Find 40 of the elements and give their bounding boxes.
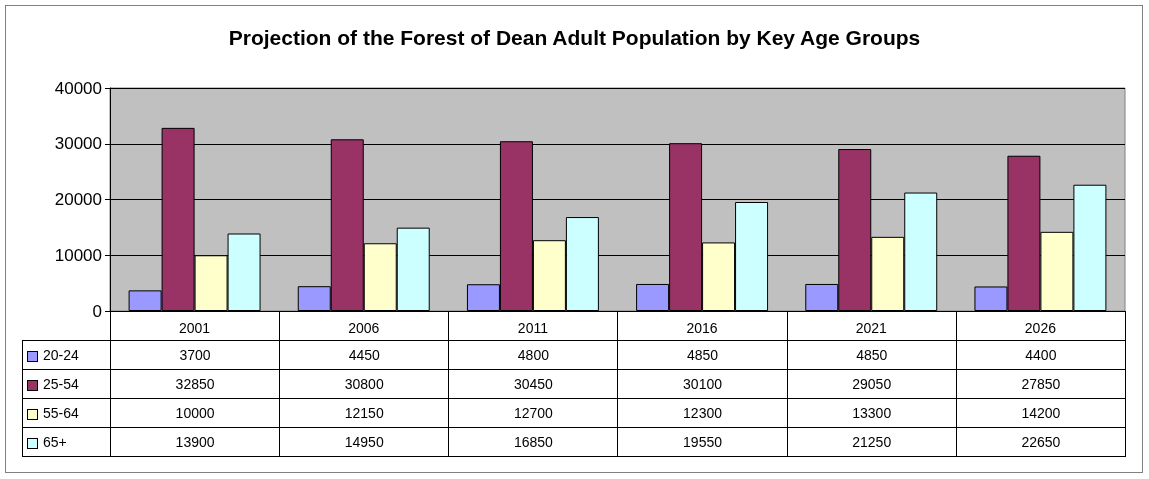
y-tick-label: 30000 — [54, 134, 102, 154]
x-tick-label: 2016 — [686, 320, 718, 336]
data-label: 14950 — [279, 427, 449, 457]
data-label: 4400 — [956, 340, 1126, 370]
data-label: 12150 — [279, 398, 449, 428]
data-label: 13300 — [787, 398, 957, 428]
data-label: 4450 — [279, 340, 449, 370]
data-label: 32850 — [110, 369, 280, 399]
x-tick-label: 2026 — [1024, 320, 1057, 336]
data-label: 30800 — [279, 369, 449, 399]
legend-label: 55-64 — [22, 398, 111, 428]
x-tick-label: 2021 — [855, 320, 888, 336]
data-label: 3700 — [110, 340, 280, 370]
data-label: 27850 — [956, 369, 1126, 399]
data-label: 30450 — [448, 369, 618, 399]
data-label: 21250 — [787, 427, 957, 457]
legend-label: 25-54 — [22, 369, 111, 399]
y-tick-label: 20000 — [54, 190, 102, 209]
data-label: 22650 — [956, 427, 1126, 457]
data-label: 16850 — [448, 427, 618, 457]
y-tick-label: 10000 — [54, 245, 102, 265]
y-tick-label: 0 — [92, 301, 102, 321]
data-label: 12300 — [617, 398, 788, 428]
data-label: 30100 — [617, 369, 788, 399]
data-label: 13900 — [110, 427, 280, 457]
x-tick-label: 2006 — [348, 320, 380, 336]
y-tick-label: 40000 — [54, 78, 102, 98]
data-label: 19550 — [617, 427, 788, 457]
x-tick-label: 2011 — [517, 320, 549, 336]
data-label: 4800 — [448, 340, 618, 370]
x-tick-label: 2001 — [179, 320, 211, 336]
data-label: 4850 — [787, 340, 957, 370]
data-label: 29050 — [787, 369, 957, 399]
data-label: 10000 — [110, 398, 280, 428]
data-label: 12700 — [448, 398, 618, 428]
data-label: 4850 — [617, 340, 788, 370]
data-label: 14200 — [956, 398, 1126, 428]
chart-title: Projection of the Forest of Dean Adult Population by Key Age Groups — [228, 26, 921, 49]
legend-label: 20-24 — [22, 340, 111, 370]
legend-label: 65+ — [22, 427, 111, 457]
